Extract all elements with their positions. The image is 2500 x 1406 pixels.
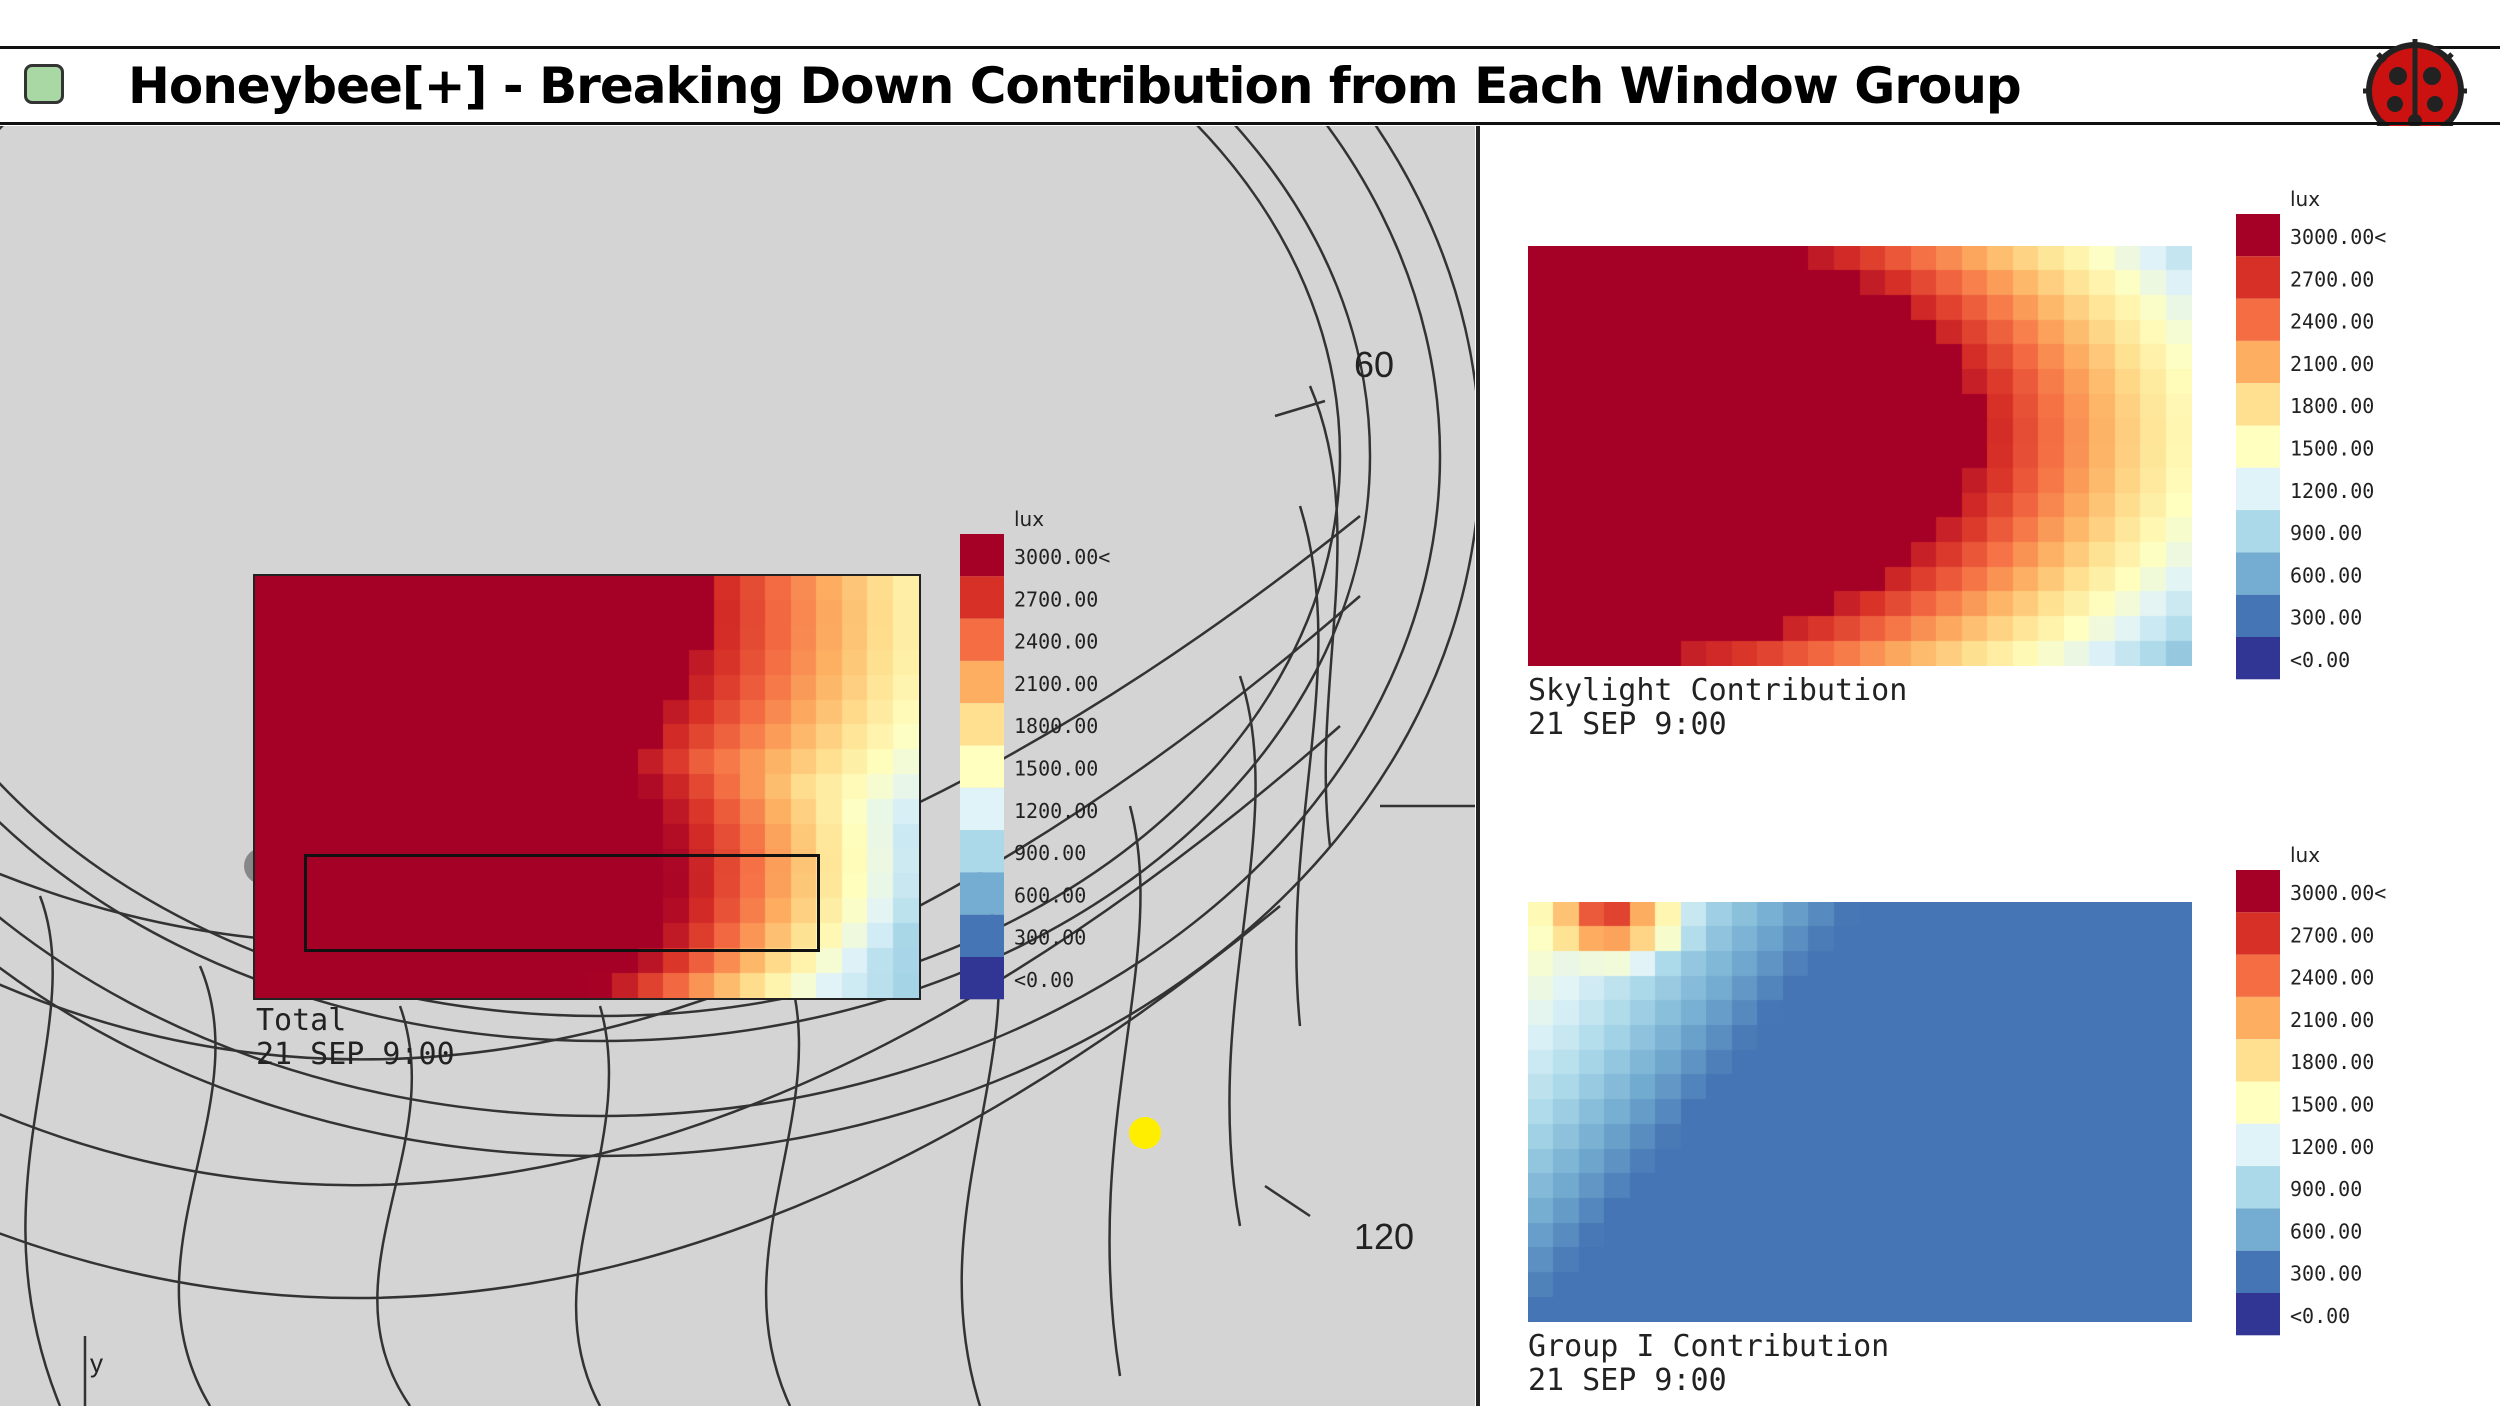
legend-swatch	[960, 957, 1004, 1000]
group1-caption-date: 21 SEP 9:00	[1528, 1363, 1727, 1398]
legend-swatch	[960, 872, 1004, 915]
axis-label-y: y	[90, 1348, 103, 1378]
legend-value-label: 2400.00	[2290, 310, 2374, 334]
legend-unit-label: lux	[1014, 507, 1044, 531]
legend-value-label: 2700.00	[2290, 267, 2374, 291]
legend-swatch	[960, 576, 1004, 619]
legend-value-label: 900.00	[2290, 1177, 2362, 1201]
legend-value-label: 2100.00	[2290, 1008, 2374, 1032]
legend-value-label: 1200.00	[2290, 479, 2374, 503]
header-bottom-rule	[0, 122, 2500, 125]
legend-unit-label: lux	[2290, 187, 2320, 211]
panel-divider	[1476, 126, 1480, 1406]
legend-value-label: 3000.00<	[1014, 545, 1110, 569]
legend-value-label: 2700.00	[1014, 587, 1098, 611]
contributions-panel: lux 3000.00< 2700.00 2400.00 2100.00 1800.00 1…	[1480, 126, 2500, 1406]
legend-value-label: 600.00	[2290, 563, 2362, 587]
sun-position-icon	[1129, 1117, 1161, 1149]
altitude-label-120: 120	[1354, 1216, 1415, 1257]
legend-value-label: 3000.00<	[2290, 225, 2386, 249]
legend-swatch	[2236, 1166, 2280, 1209]
total-legend: lux 3000.00< 2700.00 2400.00 2100.00 1800.00 1…	[960, 507, 1110, 1000]
legend-swatch	[2236, 467, 2280, 511]
legend-swatch	[2236, 870, 2280, 913]
legend-swatch	[2236, 425, 2280, 468]
legend-value-label: 2700.00	[2290, 923, 2374, 947]
legend-value-label: 2100.00	[1014, 672, 1098, 696]
legend-value-label: 300.00	[1014, 926, 1086, 950]
skylight-caption-date: 21 SEP 9:00	[1528, 707, 1727, 742]
legend-value-label: 3000.00<	[2290, 881, 2386, 905]
total-illuminance-grid	[253, 574, 921, 1000]
legend-swatch	[960, 703, 1004, 746]
legend-swatch	[960, 745, 1004, 788]
legend-swatch	[2236, 594, 2280, 637]
legend-swatch	[2236, 1123, 2280, 1167]
legend-swatch	[960, 787, 1004, 831]
legend-swatch	[2236, 637, 2280, 680]
legend-swatch	[2236, 996, 2280, 1040]
legend-value-label: 1500.00	[2290, 1093, 2374, 1117]
legend-swatch	[960, 534, 1004, 577]
group1-caption-title: Group I Contribution	[1528, 1329, 1890, 1364]
legend-swatch	[2236, 298, 2280, 341]
legend-swatch	[2236, 510, 2280, 553]
legend-value-label: 2100.00	[2290, 352, 2374, 376]
total-caption-date: 21 SEP 9:00	[256, 1037, 455, 1072]
skylight-illuminance-grid	[1528, 246, 2192, 666]
legend-swatch	[960, 660, 1004, 704]
legend-value-label: 1200.00	[1014, 799, 1098, 823]
legend-swatch	[2236, 1293, 2280, 1336]
legend-value-label: 2400.00	[1014, 630, 1098, 654]
legend-value-label: <0.00	[2290, 1304, 2350, 1328]
slide-title: Honeybee[+] - Breaking Down Contribution…	[128, 57, 2022, 115]
group1-legend: lux 3000.00< 2700.00 2400.00 2100.00 1800.00 1…	[2236, 843, 2386, 1336]
legend-value-label: <0.00	[2290, 648, 2350, 672]
legend-value-label: 600.00	[2290, 1219, 2362, 1243]
legend-swatch	[2236, 256, 2280, 299]
legend-swatch	[2236, 383, 2280, 426]
legend-swatch	[2236, 1250, 2280, 1293]
total-caption-title: Total	[256, 1003, 347, 1038]
legend-value-label: 2400.00	[2290, 966, 2374, 990]
legend-swatch	[2236, 1208, 2280, 1251]
legend-swatch	[2236, 340, 2280, 384]
skylight-caption-title: Skylight Contribution	[1528, 673, 1908, 708]
legend-swatch	[2236, 214, 2280, 257]
legend-value-label: 1800.00	[2290, 394, 2374, 418]
group1-caption: Group I Contribution 21 SEP 9:00	[1528, 1330, 1889, 1398]
legend-swatch	[960, 830, 1004, 873]
legend-value-label: 1800.00	[1014, 714, 1098, 738]
skylight-legend: lux 3000.00< 2700.00 2400.00 2100.00 1800.00 1…	[2236, 187, 2386, 680]
title-bullet	[24, 64, 64, 104]
legend-value-label: 600.00	[1014, 883, 1086, 907]
window-group-outline	[304, 854, 820, 952]
slide-header: Honeybee[+] - Breaking Down Contribution…	[0, 0, 2500, 143]
legend-value-label: 300.00	[2290, 1262, 2362, 1286]
legend-value-label: 900.00	[2290, 521, 2362, 545]
legend-swatch	[2236, 954, 2280, 997]
legend-value-label: 900.00	[1014, 841, 1086, 865]
legend-swatch	[960, 914, 1004, 957]
legend-swatch	[2236, 912, 2280, 955]
legend-value-label: 1200.00	[2290, 1135, 2374, 1159]
total-caption: Total 21 SEP 9:00	[256, 1004, 455, 1072]
header-top-rule	[0, 46, 2500, 49]
legend-value-label: 300.00	[2290, 606, 2362, 630]
legend-value-label: 1500.00	[1014, 757, 1098, 781]
skylight-caption: Skylight Contribution 21 SEP 9:00	[1528, 674, 1907, 742]
legend-value-label: <0.00	[1014, 968, 1074, 992]
group1-illuminance-grid	[1528, 902, 2192, 1322]
altitude-label-60: 60	[1354, 344, 1395, 385]
legend-swatch	[2236, 1081, 2280, 1124]
legend-swatch	[2236, 552, 2280, 595]
legend-unit-label: lux	[2290, 843, 2320, 867]
sunpath-panel: 60 E 120 y lux3000.00<2700.002400.002100…	[0, 126, 1475, 1406]
legend-swatch	[2236, 1039, 2280, 1082]
legend-value-label: 1800.00	[2290, 1050, 2374, 1074]
legend-value-label: 1500.00	[2290, 437, 2374, 461]
legend-swatch	[960, 618, 1004, 661]
